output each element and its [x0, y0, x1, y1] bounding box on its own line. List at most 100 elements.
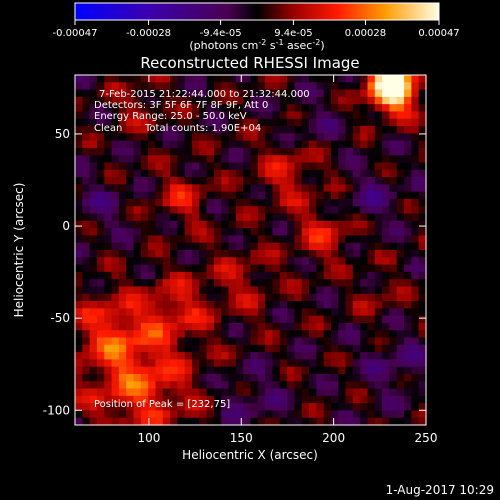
x-tick-label: 150	[230, 431, 253, 445]
heatmap-cell	[82, 235, 91, 244]
heatmap-cell	[360, 322, 369, 331]
heatmap-cell	[126, 147, 135, 156]
heatmap-cell	[257, 126, 266, 134]
heatmap-cell	[104, 191, 113, 200]
heatmap-cell	[162, 213, 171, 222]
heatmap-cell	[265, 184, 274, 193]
heatmap-cell	[374, 242, 383, 251]
heatmap-cell	[162, 162, 171, 171]
heatmap-cell	[192, 104, 200, 113]
heatmap-cell	[148, 126, 157, 134]
heatmap-cell	[374, 410, 383, 419]
heatmap-cell	[389, 104, 398, 113]
heatmap-cell	[301, 315, 310, 324]
heatmap-cell	[301, 75, 310, 83]
heatmap-cell	[75, 315, 83, 324]
heatmap-cell	[148, 235, 157, 244]
heatmap-cell	[133, 286, 142, 295]
heatmap-cell	[155, 373, 164, 382]
heatmap-cell	[411, 271, 420, 280]
heatmap-cell	[221, 133, 230, 142]
heatmap-cell	[118, 104, 127, 113]
heatmap-cell	[133, 352, 142, 360]
heatmap-cell	[287, 82, 295, 91]
heatmap-cell	[294, 191, 303, 200]
heatmap-cell	[228, 344, 237, 353]
heatmap-cell	[294, 381, 303, 390]
heatmap-cell	[148, 410, 157, 419]
heatmap-cell	[404, 198, 412, 207]
heatmap-cell	[250, 242, 259, 251]
heatmap-cell	[338, 198, 347, 207]
heatmap-cell	[75, 410, 83, 419]
heatmap-cell	[250, 286, 259, 295]
heatmap-cell	[367, 286, 376, 295]
heatmap-cell	[199, 235, 208, 244]
heatmap-cell	[140, 373, 149, 382]
heatmap-cell	[309, 286, 317, 295]
heatmap-cell	[206, 213, 215, 222]
heatmap-cell	[272, 133, 281, 142]
heatmap-cell	[228, 155, 237, 164]
heatmap-cell	[382, 140, 391, 149]
heatmap-cell	[265, 133, 274, 142]
heatmap-cell	[228, 162, 237, 171]
heatmap-cell	[235, 366, 244, 375]
heatmap-cell	[213, 322, 222, 331]
heatmap-cell	[177, 184, 186, 193]
heatmap-cell	[330, 250, 339, 258]
heatmap-cell	[96, 177, 105, 185]
heatmap-cell	[301, 147, 310, 156]
heatmap-cell	[404, 169, 412, 178]
heatmap-cell	[345, 352, 354, 360]
heatmap-cell	[199, 410, 208, 419]
heatmap-cell	[162, 403, 171, 412]
heatmap-cell	[104, 301, 113, 309]
heatmap-cell	[338, 308, 347, 317]
heatmap-cell	[148, 191, 157, 200]
heatmap-cell	[309, 147, 317, 156]
heatmap-cell	[287, 228, 295, 237]
heatmap-cell	[228, 111, 237, 120]
heatmap-cell	[155, 417, 164, 426]
heatmap-cell	[367, 308, 376, 317]
heatmap-cell	[389, 337, 398, 346]
heatmap-cell	[323, 177, 332, 185]
heatmap-cell	[389, 162, 398, 171]
heatmap-cell	[155, 308, 164, 317]
heatmap-cell	[228, 133, 237, 142]
heatmap-cell	[235, 118, 244, 127]
heatmap-cell	[162, 169, 171, 178]
heatmap-cell	[360, 257, 369, 266]
heatmap-cell	[396, 169, 405, 178]
heatmap-cell	[111, 286, 120, 295]
heatmap-cell	[170, 417, 178, 426]
heatmap-cell	[192, 250, 200, 258]
heatmap-cell	[221, 75, 230, 83]
heatmap-cell	[126, 198, 135, 207]
heatmap-cell	[257, 403, 266, 412]
heatmap-cell	[206, 417, 215, 426]
heatmap-cell	[75, 82, 83, 91]
heatmap-cell	[316, 82, 325, 91]
heatmap-cell	[170, 322, 178, 331]
heatmap-cell	[89, 257, 98, 266]
heatmap-cell	[345, 322, 354, 331]
heatmap-cell	[82, 337, 91, 346]
annotation-time-range: 7-Feb-2015 21:22:44.000 to 21:32:44.000	[99, 89, 310, 100]
heatmap-cell	[111, 352, 120, 360]
heatmap-cell	[323, 206, 332, 215]
heatmap-cell	[206, 308, 215, 317]
plot-frame	[74, 74, 427, 426]
heatmap-cell	[323, 155, 332, 164]
heatmap-cell	[111, 177, 120, 185]
heatmap-cell	[323, 366, 332, 375]
heatmap-cell	[199, 198, 208, 207]
heatmap-cell	[345, 118, 354, 127]
heatmap-cell	[287, 373, 295, 382]
heatmap-cell	[111, 381, 120, 390]
heatmap-cell	[155, 322, 164, 331]
heatmap-cell	[133, 191, 142, 200]
heatmap-cell	[118, 322, 127, 331]
heatmap-cell	[221, 235, 230, 244]
